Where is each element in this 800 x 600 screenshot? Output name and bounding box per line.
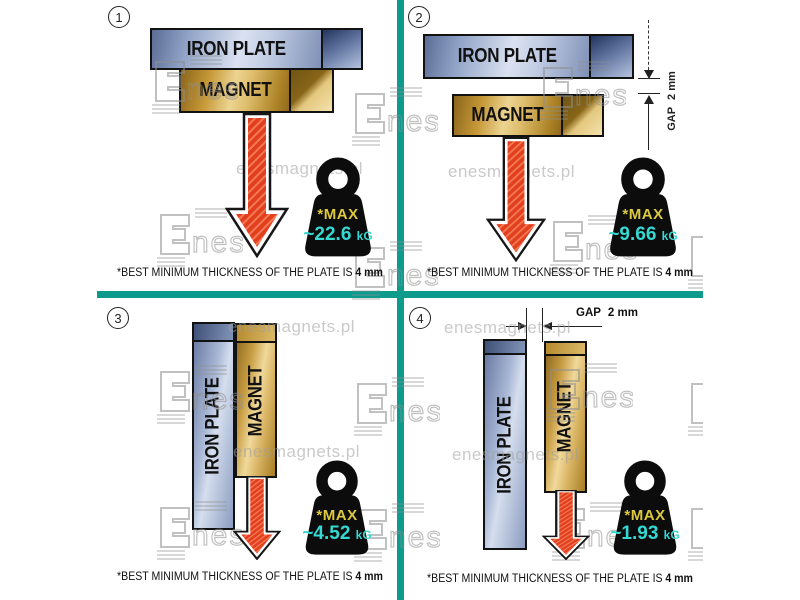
- panel-4-number-badge: 4: [409, 307, 431, 329]
- kettlebell-shape: [305, 157, 371, 257]
- magnet-label-1: MAGNET: [198, 79, 272, 101]
- svg-text:nes: nes: [387, 105, 438, 138]
- weight-icon-3: *MAX ~4.52 kG: [295, 460, 379, 559]
- caption-3: *BEST MINIMUM THICKNESS OF THE PLATE IS 4…: [117, 571, 383, 583]
- iron-plate-label-4: IRON PLATE: [494, 395, 515, 494]
- caption-1: *BEST MINIMUM THICKNESS OF THE PLATE IS 4…: [117, 267, 383, 279]
- iron-plate-side-1: [321, 28, 363, 70]
- iron-plate-label-2: IRON PLATE: [457, 45, 557, 67]
- magnet-4: MAGNET: [544, 341, 587, 493]
- vertical-divider: [397, 0, 404, 600]
- iron-plate-front-1: IRON PLATE: [150, 28, 323, 70]
- magnet-top-face-3: [235, 323, 277, 343]
- magnet-label-2: MAGNET: [471, 104, 544, 126]
- gap-extension-dash-line-2: [648, 20, 649, 70]
- magnet-side-1: [289, 68, 334, 113]
- weight-value: ~1.93 kG: [610, 523, 680, 545]
- weight-max-label: *MAX: [622, 205, 664, 223]
- gap-arrow-right-icon: [518, 322, 527, 330]
- iron-plate-3: IRON PLATE: [192, 322, 235, 530]
- magnet-label-3: MAGNET: [245, 365, 266, 436]
- gap-extension-solid-line-2: [648, 104, 649, 150]
- enes-logo-icon: nes: [686, 225, 703, 296]
- iron-plate-top-face-3: [192, 322, 235, 342]
- pull-arrow-1: [225, 113, 289, 258]
- weight-value: ~22.6 kG: [303, 223, 373, 245]
- enes-logo-icon: nes: [686, 497, 703, 568]
- iron-plate-label-1: IRON PLATE: [186, 37, 287, 60]
- enes-logo-icon: nes: [352, 372, 442, 443]
- panel-1-number-badge: 1: [108, 6, 130, 28]
- magnet-label-4: MAGNET: [554, 381, 576, 453]
- weight-value: ~9.66 kG: [608, 223, 678, 245]
- iron-plate-top-face-4: [483, 339, 527, 355]
- pull-arrow-2: [486, 137, 546, 262]
- iron-plate-label-3: IRON PLATE: [202, 377, 224, 475]
- svg-text:nes: nes: [582, 381, 633, 414]
- gap-tail-right-4: [552, 326, 602, 327]
- shear-arrow-3: [233, 476, 281, 560]
- kettlebell-shape: [305, 460, 369, 555]
- magnet-top-face-4: [544, 341, 587, 356]
- kettlebell-shape: [613, 460, 677, 555]
- weight-icon-1: *MAX ~22.6 kG: [296, 157, 380, 261]
- panel-2-number-badge: 2: [408, 6, 430, 28]
- gap-arrow-down-icon: [644, 70, 654, 79]
- weight-icon-4: *MAX ~1.93 kG: [603, 460, 687, 559]
- kettlebell-shape: [610, 157, 676, 257]
- magnet-front-1: MAGNET: [179, 68, 291, 113]
- magnet-side-2: [561, 94, 604, 137]
- gap-arrow-up-icon: [644, 95, 654, 104]
- gap-tick-top-2: [638, 78, 660, 79]
- weight-max-label: *MAX: [624, 506, 666, 524]
- gap-tail-left-4: [506, 326, 519, 327]
- iron-plate-4: IRON PLATE: [483, 339, 527, 550]
- weight-max-label: *MAX: [317, 205, 359, 223]
- caption-2: *BEST MINIMUM THICKNESS OF THE PLATE IS 4…: [427, 267, 693, 279]
- weight-max-label: *MAX: [316, 506, 358, 524]
- caption-4: *BEST MINIMUM THICKNESS OF THE PLATE IS 4…: [427, 573, 693, 585]
- panel-3-number-badge: 3: [107, 307, 129, 329]
- magnet-front-2: MAGNET: [452, 94, 563, 137]
- enes-logo-icon: nes: [686, 372, 703, 443]
- iron-plate-side-2: [589, 34, 634, 79]
- gap-dimension-label-4: GAP 2 mm: [576, 307, 638, 319]
- gap-tick-bottom-2: [638, 93, 660, 94]
- gap-arrow-left-icon: [543, 322, 552, 330]
- enes-logo-icon: nes: [350, 82, 440, 153]
- horizontal-divider: [97, 291, 703, 298]
- gap-dimension-label-2: GAP2 mm: [666, 71, 678, 131]
- shear-arrow-4: [542, 490, 590, 560]
- weight-icon-2: *MAX ~9.66 kG: [601, 157, 685, 261]
- magnet-3: MAGNET: [235, 323, 277, 478]
- weight-value: ~4.52 kG: [302, 523, 372, 545]
- iron-plate-front-2: IRON PLATE: [423, 34, 591, 79]
- gap-extension-line-right-4: [542, 308, 543, 342]
